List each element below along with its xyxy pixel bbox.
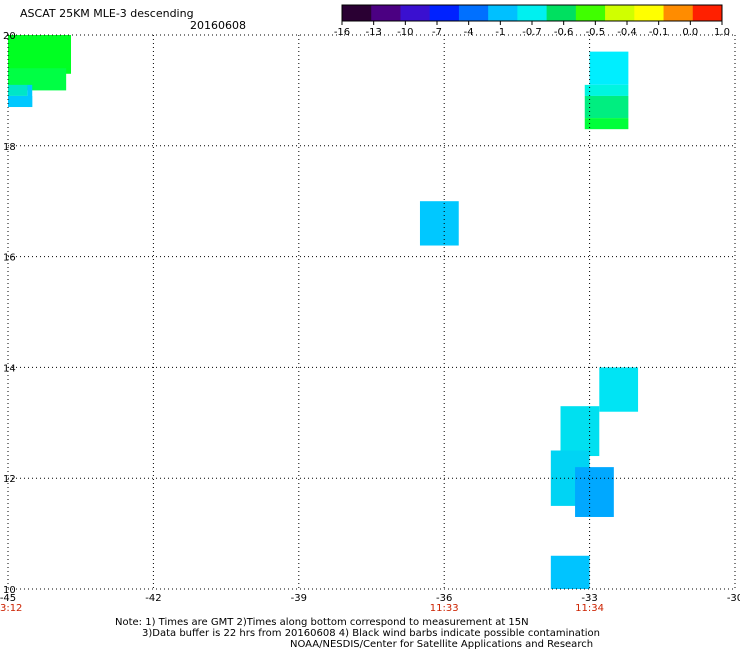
data-cell — [8, 84, 28, 96]
colorbar-swatch — [342, 5, 372, 21]
colorbar-label: -1 — [495, 27, 505, 38]
data-cell — [560, 406, 600, 457]
colorbar-label: 1.0 — [714, 27, 730, 38]
colorbar-label: -7 — [432, 27, 442, 38]
colorbar-swatch — [605, 5, 635, 21]
data-cell — [419, 201, 459, 246]
y-tick-label: 18 — [3, 142, 16, 153]
colorbar-swatch — [517, 5, 548, 21]
y-tick-label: 12 — [3, 474, 16, 485]
y-tick-label: 10 — [3, 585, 16, 596]
colorbar-swatch — [458, 5, 489, 21]
x-tick-label: -36 — [436, 593, 452, 604]
colorbar-label: -0.1 — [649, 27, 669, 38]
x-tick-label: -39 — [291, 593, 307, 604]
colorbar-swatch — [371, 5, 401, 21]
colorbar-label: -0.5 — [586, 27, 606, 38]
note-line-1: Note: 1) Times are GMT 2)Times along bot… — [115, 617, 529, 628]
data-cells — [8, 35, 639, 589]
colorbar-swatch — [634, 5, 665, 21]
grid-lines — [7, 34, 736, 590]
data-cell — [584, 84, 629, 96]
time-label: 11:33 — [430, 603, 459, 614]
colorbar-label: -16 — [334, 27, 350, 38]
data-cell — [599, 367, 639, 412]
x-tick-label: -33 — [581, 593, 597, 604]
colorbar-swatch — [488, 5, 518, 21]
colorbar-swatch — [429, 5, 460, 21]
chart-date: 20160608 — [190, 19, 246, 32]
colorbar-swatch — [663, 5, 694, 21]
time-label: 13:12 — [0, 603, 22, 614]
data-cell — [8, 95, 33, 108]
colorbar-swatch — [546, 5, 577, 21]
colorbar-swatch — [575, 5, 606, 21]
colorbar-swatch — [400, 5, 431, 21]
colorbar-label: -10 — [397, 27, 413, 38]
note-line-3: NOAA/NESDIS/Center for Satellite Applica… — [290, 639, 593, 650]
note-line-2: 3)Data buffer is 22 hrs from 20160608 4)… — [142, 628, 600, 639]
colorbar-label: -0.7 — [522, 27, 542, 38]
x-tick-label: -45 — [0, 593, 16, 604]
colorbar-swatch — [692, 5, 723, 21]
data-cell — [589, 51, 629, 85]
data-cell — [8, 35, 72, 74]
chart-title: ASCAT 25KM MLE-3 descending — [20, 7, 194, 20]
colorbar-label: -0.4 — [617, 27, 637, 38]
colorbar-label: -0.6 — [554, 27, 574, 38]
colorbar: -16 -13 -10 -7 -4 -1 -0.7 -0.6 -0.5 -0.4 -0.1 0.0 1.… — [334, 4, 730, 38]
axis-labels: -45 -42 -39 -36 -33 -30 10 12 14 16 18 20 13:12 11:33… — [0, 31, 740, 614]
colorbar-label: -13 — [365, 27, 381, 38]
x-tick-label: -42 — [145, 593, 161, 604]
data-cell — [8, 68, 67, 91]
x-tick-label: -30 — [727, 593, 740, 604]
time-label: 11:34 — [575, 603, 604, 614]
data-cell — [584, 95, 629, 119]
y-tick-label: 20 — [3, 31, 16, 42]
data-cell — [550, 555, 590, 589]
colorbar-label: -4 — [464, 27, 474, 38]
y-tick-label: 16 — [3, 253, 16, 264]
y-tick-label: 14 — [3, 363, 16, 374]
data-cell — [575, 467, 614, 517]
colorbar-label: 0.0 — [682, 27, 698, 38]
data-cell — [584, 118, 629, 130]
